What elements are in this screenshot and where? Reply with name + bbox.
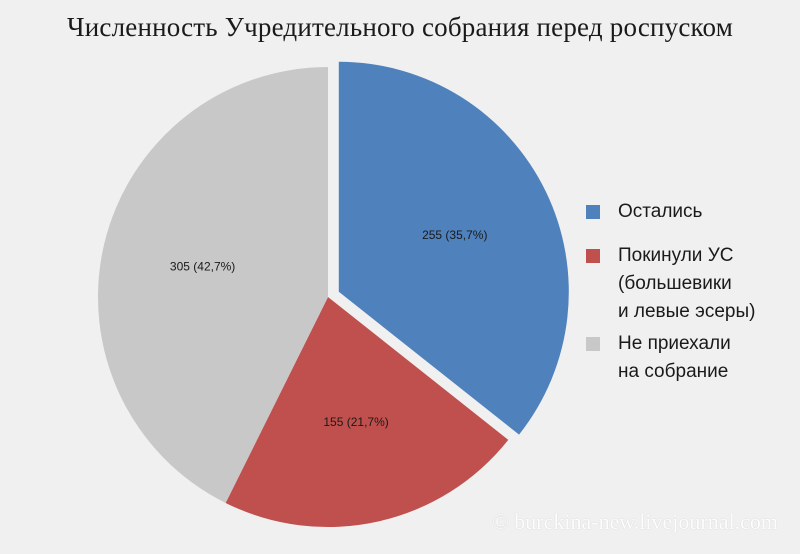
watermark: © burckina-new.livejournal.com	[492, 509, 778, 534]
pie-slice-left	[225, 297, 509, 527]
chart-title: Численность Учредительного собрания пере…	[67, 12, 733, 42]
legend-swatch-absent	[586, 337, 600, 351]
slice-label-absent: 305 (42,7%)	[170, 260, 235, 274]
legend-swatch-left	[586, 249, 600, 263]
legend-label-left: Покинули УС (большевики и левые эсеры)	[618, 245, 756, 322]
pie-slice-stayed	[338, 61, 569, 435]
legend-label-stayed: Остались	[618, 201, 703, 222]
slice-label-left: 155 (21,7%)	[323, 415, 388, 429]
legend-swatch-stayed	[586, 205, 600, 219]
slice-label-stayed: 255 (35,7%)	[422, 228, 487, 242]
legend-label-absent: Не приехали на собрание	[618, 333, 731, 382]
pie-slice-absent	[97, 67, 328, 503]
